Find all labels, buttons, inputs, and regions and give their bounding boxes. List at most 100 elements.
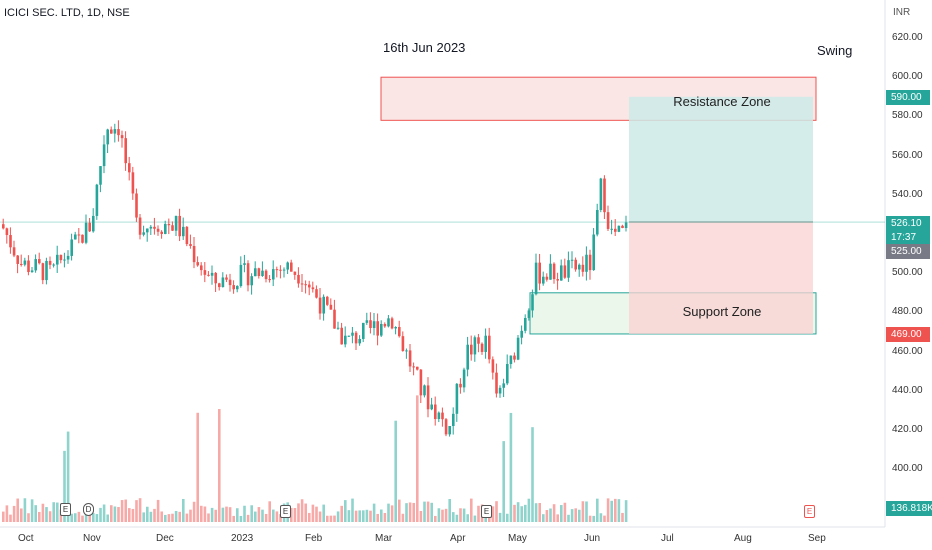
volume-bar <box>527 498 531 522</box>
candle <box>279 269 282 271</box>
candle <box>210 272 214 276</box>
volume-bar <box>556 514 559 522</box>
volume-bar <box>236 508 239 522</box>
candle <box>480 343 484 352</box>
volume-bar <box>124 499 127 522</box>
volume-bar <box>495 501 498 522</box>
candle <box>326 296 329 305</box>
candle <box>99 166 102 185</box>
volume-bar <box>426 501 430 522</box>
candle <box>272 269 275 280</box>
volume-bar <box>171 513 174 522</box>
volume-bar <box>531 427 534 522</box>
candle <box>372 321 376 328</box>
volume-bar <box>376 513 379 522</box>
candle <box>182 226 185 237</box>
volume-bar <box>261 509 264 522</box>
candle <box>81 234 84 243</box>
volume-bar <box>131 508 135 522</box>
earnings-icon[interactable]: E <box>280 505 291 518</box>
volume-bar <box>56 502 59 522</box>
volume-bar <box>138 498 142 522</box>
volume-bar <box>502 441 505 522</box>
candle <box>30 270 34 273</box>
candle <box>322 296 325 314</box>
volume-bar <box>610 500 613 522</box>
candle <box>12 247 16 256</box>
candle <box>142 232 145 235</box>
volume-bar <box>63 450 66 522</box>
volume-bar <box>92 513 95 522</box>
symbol-title: ICICI SEC. LTD, 1D, NSE <box>4 7 130 19</box>
candle <box>599 178 603 211</box>
volume-bar <box>606 498 610 522</box>
candle <box>423 385 426 396</box>
candle <box>59 254 63 261</box>
candle <box>545 276 549 280</box>
candle <box>264 270 268 280</box>
candle <box>66 255 70 260</box>
candle <box>214 272 217 284</box>
volume-bar <box>506 513 509 522</box>
candle <box>408 350 412 367</box>
volume-bar <box>444 508 448 522</box>
volume-bar <box>516 502 520 522</box>
earnings-icon[interactable]: E <box>481 505 492 518</box>
candle <box>578 264 581 270</box>
y-tick-label: 400.00 <box>892 463 923 475</box>
volume-bar <box>2 511 5 522</box>
candle <box>243 263 246 265</box>
volume-bar <box>336 511 340 522</box>
candle <box>459 383 462 388</box>
candle <box>311 287 315 290</box>
volume-bar <box>599 513 603 522</box>
candle <box>549 263 552 280</box>
volume-bar <box>272 509 275 522</box>
candle <box>9 235 12 248</box>
earnings-icon[interactable]: E <box>60 503 71 516</box>
candle <box>185 226 189 245</box>
x-tick-label: Nov <box>83 533 101 544</box>
volume-bar <box>74 513 77 522</box>
candle <box>5 228 9 236</box>
volume-bar <box>509 412 513 522</box>
currency-label: INR <box>893 7 911 18</box>
candle <box>128 163 131 173</box>
volume-bar <box>347 510 351 522</box>
candle <box>426 385 430 410</box>
volume-bar <box>142 512 145 522</box>
volume-bar <box>203 506 207 522</box>
candle <box>156 228 160 232</box>
volume-bar <box>434 515 437 522</box>
volume-bar <box>308 512 311 522</box>
volume-bar <box>563 502 567 522</box>
dividend-icon[interactable]: D <box>83 503 94 516</box>
candle <box>178 215 181 237</box>
volume-bar <box>394 420 397 522</box>
volume-bar <box>491 506 495 522</box>
earnings-icon[interactable]: E <box>804 505 815 518</box>
volume-bar <box>232 515 235 522</box>
candle <box>218 283 221 288</box>
candle <box>412 366 415 368</box>
volume-bar <box>520 506 523 522</box>
candle <box>552 263 556 280</box>
candle <box>308 284 311 288</box>
volume-bar <box>570 509 574 522</box>
volume-bar <box>228 507 232 522</box>
volume-bar <box>300 499 304 522</box>
candle <box>556 279 559 281</box>
volume-bar <box>9 514 12 522</box>
volume-bar <box>264 513 268 522</box>
candle <box>394 327 397 329</box>
volume-bar <box>441 509 444 522</box>
candle <box>95 184 99 216</box>
volume-bar <box>383 512 387 522</box>
candle <box>84 222 88 243</box>
candle <box>239 264 243 287</box>
volume-bar <box>23 498 27 522</box>
volume-bar <box>27 513 30 522</box>
volume-bar <box>153 508 156 522</box>
volume-bar <box>160 511 163 522</box>
